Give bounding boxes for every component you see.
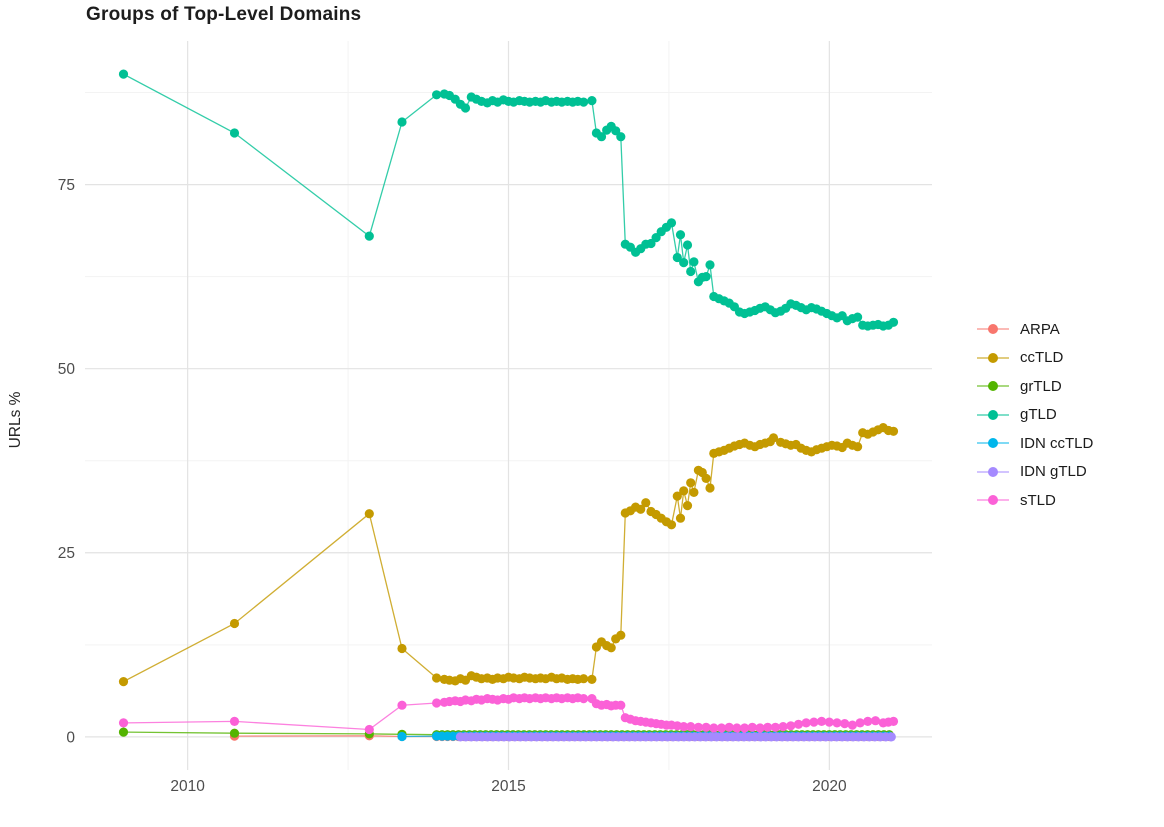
- y-tick-label: 25: [58, 545, 75, 562]
- legend-item-cctld: ccTLD: [976, 348, 1093, 368]
- axis-tick-labels: 0 25 50 75 2010 2015 2020: [58, 177, 847, 795]
- legend-label: ccTLD: [1020, 349, 1064, 366]
- legend-item-idn-cctld: IDN ccTLD: [976, 433, 1093, 453]
- legend-key-gtld-icon: [977, 409, 1009, 420]
- x-tick-label: 2010: [170, 778, 205, 795]
- series-points: [118, 69, 899, 331]
- legend-label: grTLD: [1020, 377, 1062, 395]
- legend-item-gtld: gTLD: [976, 405, 1093, 425]
- legend-key-stld-icon: [977, 495, 1009, 505]
- series-points: [118, 423, 899, 687]
- legend: ARPA ccTLD grTLD gTLD IDN ccTLD IDN gTLD sTLD: [976, 319, 1093, 519]
- gridlines: [85, 41, 932, 770]
- legend-label: IDN gTLD: [1020, 463, 1087, 480]
- series-points: [118, 693, 899, 735]
- legend-label: IDN ccTLD: [1020, 434, 1094, 452]
- legend-key-grtld-icon: [977, 381, 1009, 391]
- series-points: [455, 732, 896, 742]
- x-tick-label: 2015: [491, 778, 525, 795]
- series-idn-gtld: [455, 732, 896, 742]
- legend-label: gTLD: [1020, 406, 1057, 423]
- y-tick-label: 50: [58, 361, 76, 378]
- legend-item-stld: sTLD: [976, 490, 1093, 510]
- y-tick-label: 0: [66, 729, 75, 746]
- legend-item-grtld: grTLD: [976, 376, 1093, 396]
- legend-key-idn-gtld-icon: [977, 466, 1009, 477]
- series-cctld: [118, 423, 899, 687]
- legend-key-cctld-icon: [977, 352, 1009, 363]
- legend-label: ARPA: [1020, 320, 1060, 338]
- y-axis-title: URLs %: [7, 391, 24, 449]
- legend-item-arpa: ARPA: [976, 319, 1093, 339]
- y-tick-label: 75: [58, 177, 75, 194]
- series-stld: [118, 693, 899, 735]
- chart-title: Groups of Top-Level Domains: [86, 4, 362, 25]
- x-tick-label: 2020: [812, 778, 847, 795]
- series-gtld: [118, 69, 899, 331]
- legend-label: sTLD: [1020, 491, 1056, 509]
- legend-item-idn-gtld: IDN gTLD: [976, 462, 1093, 482]
- legend-key-idn-cctld-icon: [977, 438, 1009, 448]
- legend-key-arpa-icon: [977, 324, 1009, 334]
